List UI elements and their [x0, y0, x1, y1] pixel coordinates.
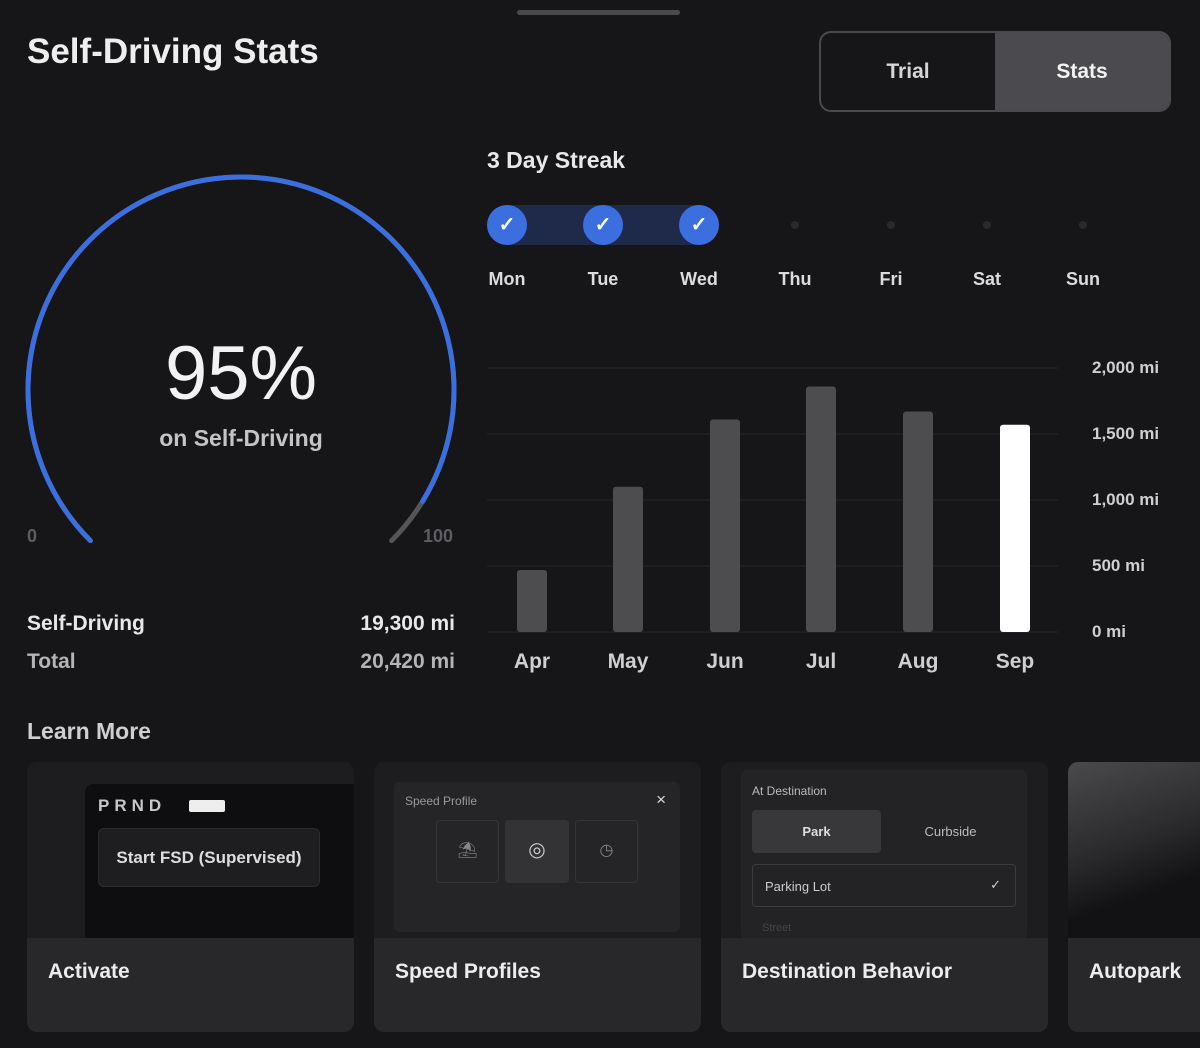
- empty-day-dot: [983, 221, 991, 229]
- curbside-option: Curbside: [924, 824, 977, 839]
- check-circle-icon: ✓: [583, 205, 623, 245]
- park-option: Park: [752, 810, 881, 853]
- parking-lot-label: Parking Lot: [765, 879, 831, 894]
- view-toggle: Trial Stats: [819, 31, 1171, 112]
- standard-profile-icon: ◎: [505, 820, 569, 883]
- day-label: Fri: [879, 269, 903, 289]
- x-tick-label: Apr: [513, 650, 551, 673]
- activate-preview: PRND Start FSD (Supervised): [85, 784, 354, 944]
- hurry-profile-icon: ◷: [575, 820, 638, 883]
- empty-day-dot: [791, 221, 799, 229]
- check-icon: ✓: [990, 877, 1001, 892]
- total-value: 20,420 mi: [360, 650, 455, 673]
- gauge-min-label: 0: [27, 526, 38, 546]
- self-driving-gauge: [25, 174, 457, 544]
- self-driving-label: Self-Driving: [27, 612, 145, 635]
- gauge-value: 95%: [164, 331, 318, 416]
- x-tick-label: May: [607, 650, 649, 673]
- tab-stats[interactable]: Stats: [995, 33, 1169, 110]
- y-tick-label: 1,000 mi: [1092, 490, 1160, 509]
- bar-aug[interactable]: [903, 411, 933, 632]
- card-autopark[interactable]: Autopark: [1068, 762, 1200, 1032]
- battery-icon: [189, 800, 225, 812]
- bar-sep[interactable]: [1000, 424, 1030, 632]
- check-circle-icon: ✓: [679, 205, 719, 245]
- tab-trial[interactable]: Trial: [886, 59, 930, 83]
- gauge-fill: [25, 174, 457, 544]
- y-tick-label: 1,500 mi: [1092, 424, 1160, 443]
- close-icon: ×: [656, 790, 666, 809]
- gear-indicator: PRND: [98, 796, 167, 815]
- empty-day-dot: [1079, 221, 1087, 229]
- destination-title: At Destination: [752, 784, 827, 798]
- self-driving-value: 19,300 mi: [360, 612, 455, 635]
- card-destination-behavior[interactable]: At Destination Park Curbside Parking Lot…: [721, 762, 1048, 1032]
- monthly-miles-chart: [487, 367, 1058, 633]
- day-label: Sun: [1066, 269, 1100, 289]
- bar-jun[interactable]: [710, 419, 740, 632]
- bar-apr[interactable]: [517, 569, 547, 632]
- chill-profile-icon: ⛱: [436, 820, 499, 883]
- card-speed-profiles[interactable]: Speed Profile × ⛱ ◎ ◷ Speed Profiles: [374, 762, 701, 1032]
- x-tick-label: Aug: [897, 650, 939, 673]
- parking-lot-option: Parking Lot ✓: [752, 864, 1016, 907]
- y-tick-label: 2,000 mi: [1092, 358, 1160, 377]
- start-fsd-button: Start FSD (Supervised): [98, 828, 320, 887]
- gauge-max-label: 100: [423, 526, 454, 546]
- empty-day-dot: [887, 221, 895, 229]
- speed-profile-preview: Speed Profile × ⛱ ◎ ◷: [394, 782, 680, 932]
- day-label: Wed: [680, 269, 718, 289]
- bar-jul[interactable]: [806, 386, 836, 632]
- page-title: Self-Driving Stats: [27, 32, 319, 71]
- x-tick-label: Jun: [706, 650, 744, 673]
- x-tick-label: Jul: [805, 650, 837, 673]
- streak-title: 3 Day Streak: [487, 147, 626, 173]
- learn-more-title: Learn More: [27, 718, 151, 744]
- total-label: Total: [27, 650, 76, 673]
- card-label: Speed Profiles: [374, 938, 701, 1032]
- autopark-image: [1068, 762, 1200, 938]
- day-label: Tue: [587, 269, 619, 289]
- y-tick-label: 500 mi: [1092, 556, 1145, 575]
- card-label: Autopark: [1068, 938, 1200, 1032]
- destination-preview: At Destination Park Curbside Parking Lot…: [741, 770, 1027, 940]
- check-circle-icon: ✓: [487, 205, 527, 245]
- bar-may[interactable]: [613, 486, 643, 632]
- x-tick-label: Sep: [995, 650, 1035, 673]
- y-tick-label: 0 mi: [1092, 622, 1127, 641]
- gauge-caption: on Self-Driving: [159, 425, 323, 451]
- speed-profile-title: Speed Profile: [405, 794, 478, 808]
- card-label: Destination Behavior: [721, 938, 1048, 1032]
- day-label: Sat: [972, 269, 1001, 289]
- day-label: Mon: [488, 269, 526, 289]
- card-label: Activate: [27, 938, 354, 1032]
- day-label: Thu: [778, 269, 812, 289]
- drag-handle[interactable]: [517, 10, 680, 15]
- card-activate[interactable]: PRND Start FSD (Supervised) Activate: [27, 762, 354, 1032]
- street-option: Street: [762, 922, 792, 934]
